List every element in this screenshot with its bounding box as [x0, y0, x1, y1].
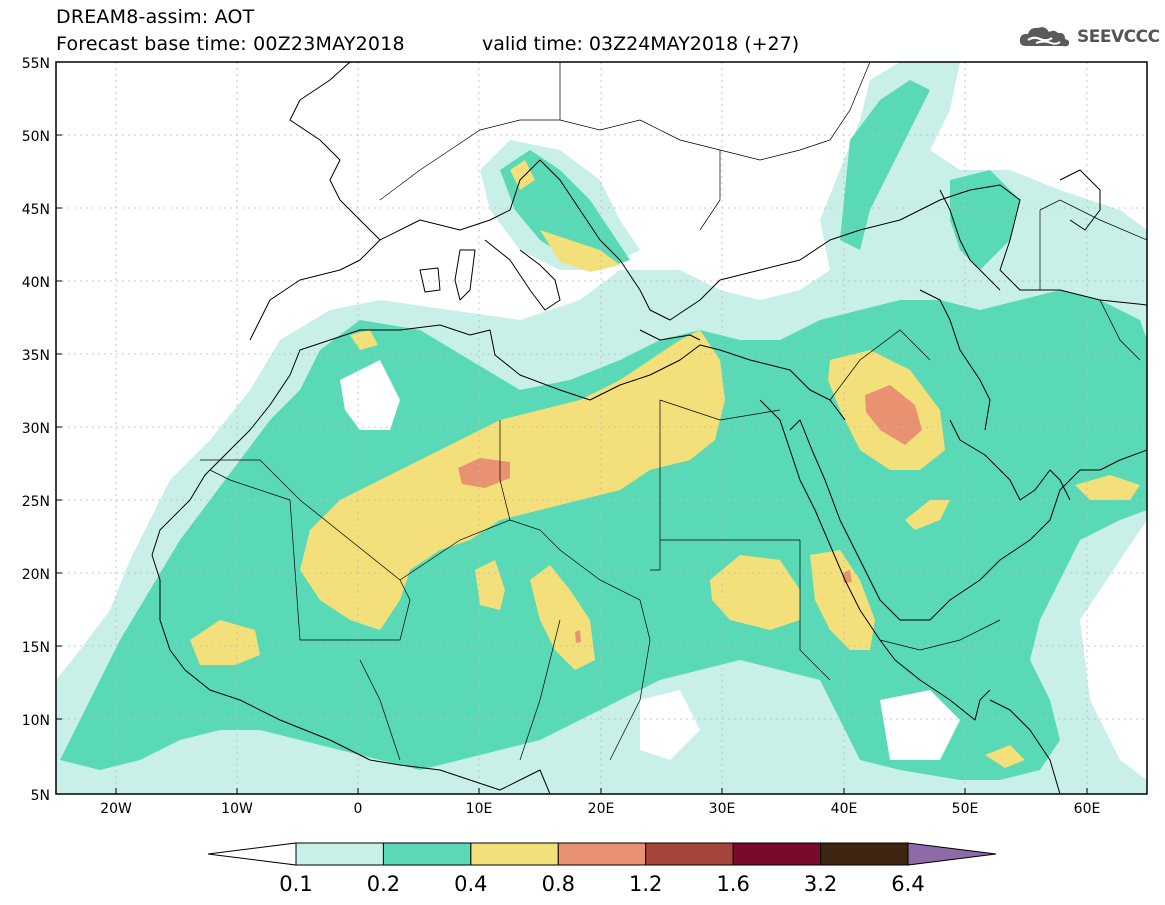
country-borders	[200, 62, 1147, 761]
lon-gridlines	[115, 62, 1088, 794]
legend-label: 0.8	[542, 872, 575, 896]
valid-time: valid time: 03Z24MAY2018 (+27)	[482, 33, 800, 55]
lat-label: 35N	[22, 348, 50, 364]
lon-label: 0	[354, 801, 363, 817]
legend-label: 0.1	[279, 872, 312, 896]
legend-swatch	[557, 842, 647, 866]
legend-label: 1.2	[629, 872, 662, 896]
aot-layer-0-8	[458, 385, 922, 643]
legend-arrow-low	[207, 842, 297, 866]
lat-label: 30N	[22, 421, 50, 437]
map-title: DREAM8-assim: AOT	[56, 6, 255, 28]
lat-label: 10N	[22, 713, 50, 729]
lon-label: 40E	[831, 801, 858, 817]
legend-swatch	[470, 842, 559, 866]
axis-ticks	[56, 61, 1088, 795]
legend-swatch	[295, 842, 384, 866]
lat-gridlines	[56, 134, 1147, 720]
legend-label: 6.4	[891, 872, 924, 896]
seevccc-logo: SEEVCCC	[1018, 24, 1160, 50]
legend-swatch	[820, 842, 909, 866]
lat-label: 15N	[22, 640, 50, 656]
lon-labels: 20W 10W 0 10E 20E 30E 40E 50E 60E	[100, 801, 1100, 817]
lat-label: 40N	[22, 275, 50, 291]
aot-low-areas	[340, 360, 960, 760]
lon-label: 50E	[952, 801, 979, 817]
forecast-base-time: Forecast base time: 00Z23MAY2018	[56, 33, 405, 55]
legend-arrow-high	[907, 842, 997, 866]
legend-label: 0.4	[454, 872, 487, 896]
legend-swatch	[645, 842, 734, 866]
legend-label: 0.2	[367, 872, 400, 896]
lon-label: 30E	[709, 801, 736, 817]
logo-text: SEEVCCC	[1077, 27, 1160, 47]
coastlines	[151, 62, 1147, 794]
lon-label: 60E	[1074, 801, 1101, 817]
lon-label: 20E	[588, 801, 615, 817]
lat-label: 20N	[22, 567, 50, 583]
lat-labels: 55N 50N 45N 40N 35N 30N 25N 20N 15N 10N …	[22, 56, 50, 804]
legend-label: 1.6	[716, 872, 749, 896]
legend-swatch	[732, 842, 822, 866]
legend-swatch	[382, 842, 472, 866]
lat-label: 55N	[22, 56, 50, 72]
aot-legend: 0.1 0.2 0.4 0.8 1.2 1.6 3.2 6.4	[207, 842, 997, 896]
lon-label: 10W	[221, 801, 253, 817]
legend-label: 3.2	[804, 872, 837, 896]
cloud-icon	[1019, 27, 1070, 47]
lon-label: 10E	[466, 801, 493, 817]
lat-label: 45N	[22, 202, 50, 218]
lat-label: 50N	[22, 129, 50, 145]
lat-label: 5N	[31, 788, 50, 804]
lon-label: 20W	[100, 801, 132, 817]
lat-label: 25N	[22, 494, 50, 510]
